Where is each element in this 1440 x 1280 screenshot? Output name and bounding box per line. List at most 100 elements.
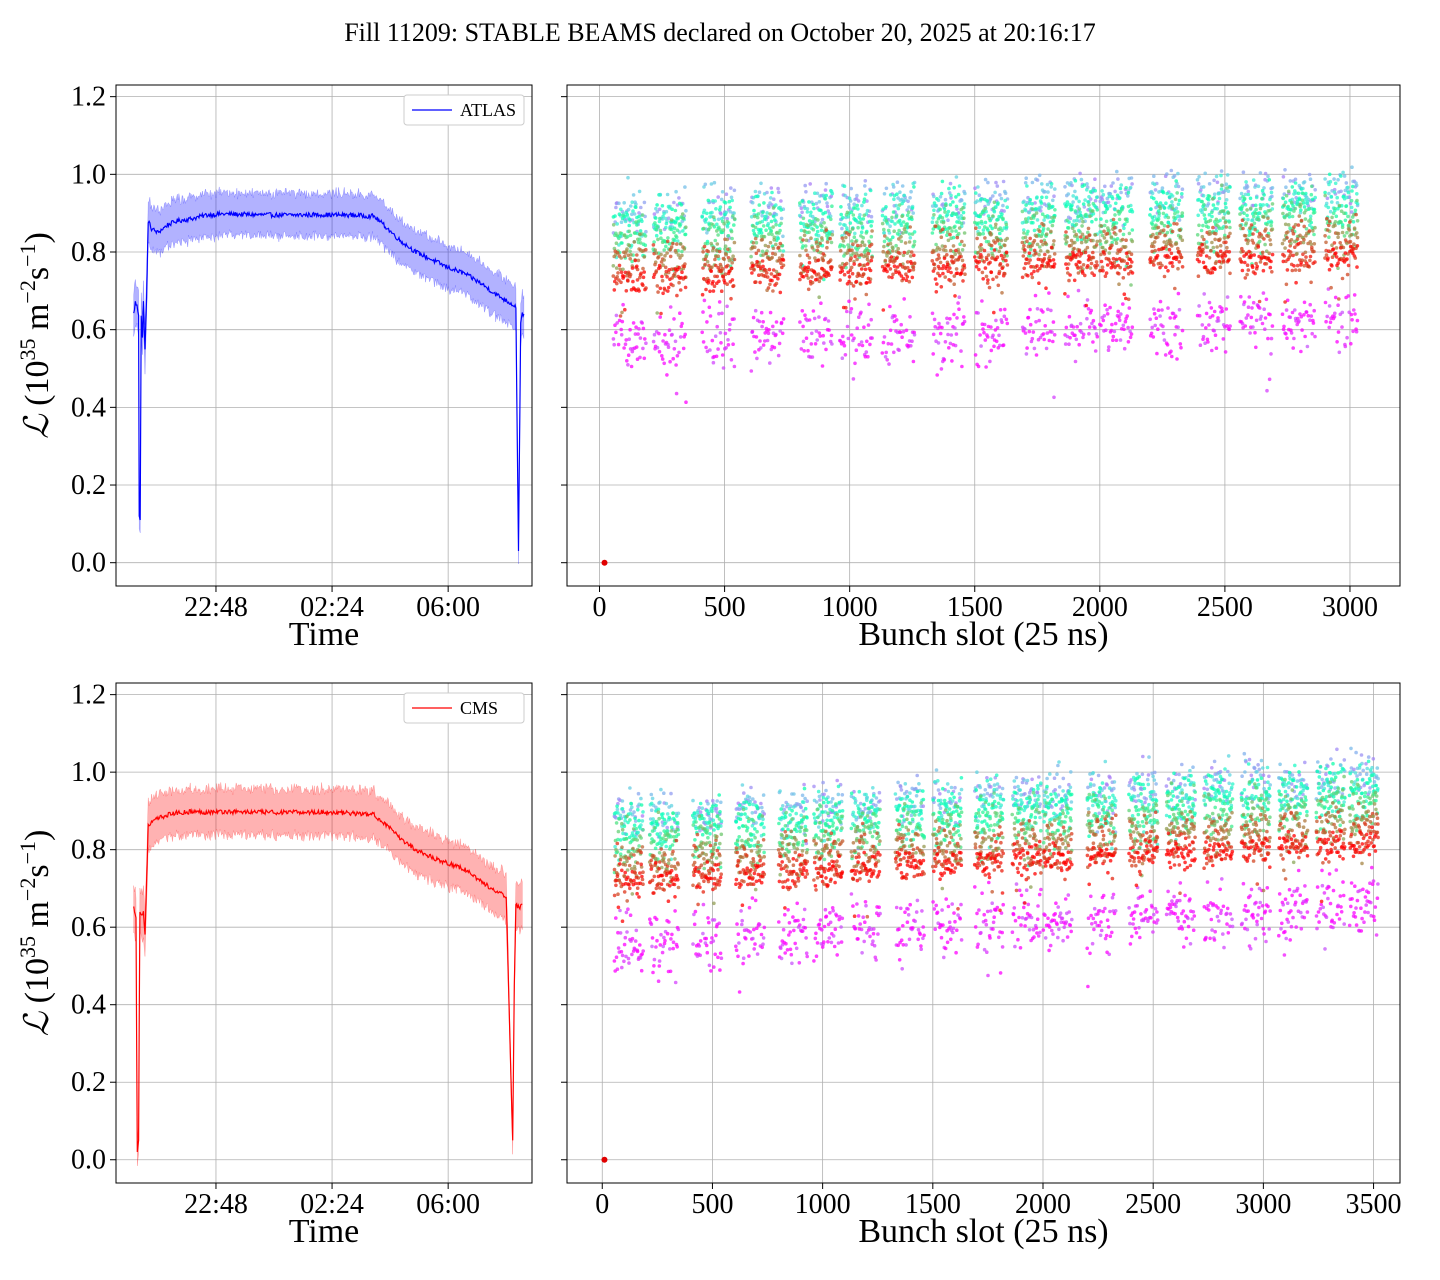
bunch-point xyxy=(1047,925,1052,929)
bunch-point xyxy=(881,308,886,312)
bunch-point xyxy=(626,175,630,180)
bunch-point xyxy=(1349,312,1354,317)
bunch-point xyxy=(883,215,888,220)
bunch-point xyxy=(847,299,851,304)
bunch-point xyxy=(1240,246,1244,251)
bunch-point xyxy=(1103,936,1108,941)
bunch-point xyxy=(1105,231,1110,236)
bunch-point xyxy=(1340,325,1344,329)
bunch-point xyxy=(778,228,782,233)
bunch-point xyxy=(1312,232,1316,237)
bunch-point xyxy=(632,240,637,244)
bunch-point xyxy=(1267,251,1271,256)
bunch-point xyxy=(855,243,860,248)
bunch-point xyxy=(815,191,820,196)
bunch-point xyxy=(1067,314,1072,319)
bunch-point xyxy=(1204,935,1208,940)
bunch-point xyxy=(771,206,776,210)
bunch-point xyxy=(1306,204,1311,208)
bunch-point xyxy=(1195,233,1200,237)
bunch-point xyxy=(1125,261,1130,266)
bunch-point xyxy=(1023,327,1027,331)
bunch-point xyxy=(718,331,723,335)
bunch-point xyxy=(1056,935,1060,940)
bunch-point xyxy=(1330,264,1334,268)
bunch-point xyxy=(941,202,945,206)
bunch-point xyxy=(861,915,865,919)
bunch-point xyxy=(1022,244,1026,248)
bunch-point xyxy=(863,354,868,359)
bunch-point xyxy=(1114,338,1119,343)
bunch-point xyxy=(1207,194,1212,199)
bunch-point xyxy=(1034,234,1039,238)
bunch-point xyxy=(730,261,734,265)
x-axis-label: Bunch slot (25 ns) xyxy=(858,1213,1108,1250)
bunch-point xyxy=(675,228,680,233)
bunch-point xyxy=(1302,263,1307,268)
bunch-point xyxy=(709,241,713,246)
bunch-point xyxy=(862,200,866,204)
bunch-point xyxy=(774,242,778,247)
bunch-point xyxy=(1333,295,1338,300)
bunch-point xyxy=(895,180,900,184)
y-tick-label: 1.0 xyxy=(71,159,106,190)
bunch-point xyxy=(992,310,996,315)
bunch-point xyxy=(1256,245,1261,249)
bunch-point xyxy=(1166,224,1170,229)
bunch-point xyxy=(1065,200,1070,204)
bunch-point xyxy=(994,222,998,227)
bunch-point xyxy=(617,212,622,216)
bunch-point xyxy=(666,345,671,350)
bunch-point xyxy=(1167,247,1172,252)
bunch-point xyxy=(1175,255,1179,260)
bunch-point xyxy=(865,281,869,285)
bunch-point xyxy=(725,219,729,224)
bunch-point xyxy=(1128,942,1133,946)
bunch-point xyxy=(1281,902,1285,907)
bunch-point xyxy=(943,210,947,214)
bunch-point xyxy=(804,190,808,194)
bunch-point xyxy=(1224,225,1229,229)
bunch-point xyxy=(619,949,624,954)
bunch-point xyxy=(1037,173,1042,178)
bunch-point xyxy=(828,920,833,925)
bunch-point xyxy=(1068,252,1073,257)
bunch-point xyxy=(633,258,638,263)
bunch-point xyxy=(781,258,786,262)
bunch-point xyxy=(1219,908,1223,913)
bunch-point xyxy=(1105,308,1109,312)
bunch-point xyxy=(1001,216,1005,221)
bunch-point xyxy=(1044,195,1049,200)
bunch-point xyxy=(625,930,629,934)
bunch-point xyxy=(1246,268,1251,272)
bunch-point xyxy=(1287,887,1292,892)
bunch-point xyxy=(712,225,717,229)
bunch-point xyxy=(1176,919,1181,923)
bunch-point xyxy=(1000,945,1005,949)
bunch-point xyxy=(1323,190,1327,195)
bunch-point xyxy=(1103,274,1108,279)
bunch-point xyxy=(1221,260,1226,264)
bunch-point xyxy=(976,250,980,255)
bunch-point xyxy=(680,249,684,254)
bunch-point xyxy=(620,953,625,958)
bunch-point xyxy=(977,908,981,912)
bunch-point xyxy=(1344,181,1349,185)
bunch-point xyxy=(1154,921,1159,925)
bunch-point xyxy=(1123,319,1128,324)
bunch-point xyxy=(1152,240,1157,244)
cms-time-axes: 0.00.20.40.60.81.01.222:48 02:24 06:00Time… xyxy=(15,680,533,1250)
bunch-point xyxy=(1258,211,1262,215)
bunch-point xyxy=(626,353,631,358)
bunch-point xyxy=(871,931,876,936)
bunch-point xyxy=(1240,268,1245,273)
bunch-point xyxy=(716,347,720,351)
bunch-point xyxy=(922,933,926,938)
bunch-point xyxy=(661,263,665,268)
bunch-point xyxy=(715,222,719,227)
bunch-point xyxy=(1093,326,1097,330)
bunch-point xyxy=(960,239,964,244)
bunch-point xyxy=(934,290,939,294)
bunch-point xyxy=(1126,297,1131,302)
bunch-point xyxy=(1349,198,1354,203)
